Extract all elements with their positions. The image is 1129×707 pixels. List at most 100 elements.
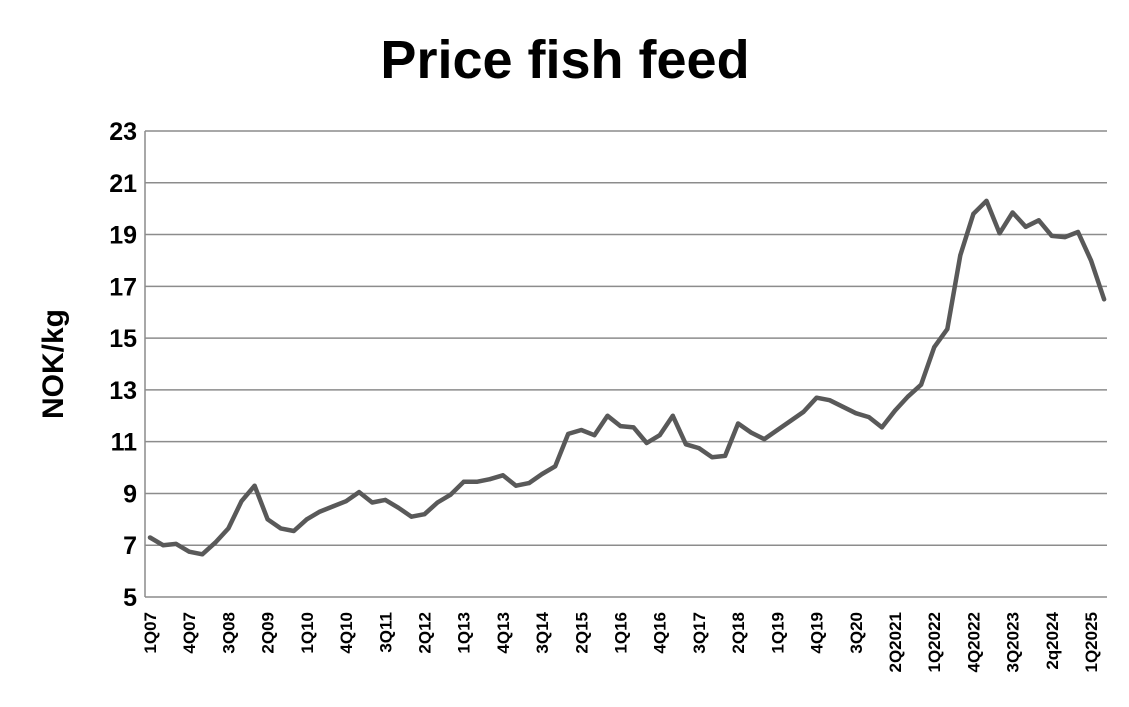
data-point bbox=[945, 327, 950, 332]
data-point bbox=[487, 477, 492, 482]
data-point bbox=[331, 504, 335, 509]
x-tick-label: 3Q08 bbox=[219, 612, 238, 654]
data-point bbox=[527, 481, 531, 486]
data-point bbox=[723, 453, 728, 458]
y-tick-label: 21 bbox=[109, 170, 137, 198]
data-point bbox=[814, 395, 819, 400]
data-point bbox=[919, 382, 924, 387]
data-point bbox=[579, 428, 584, 432]
gridlines bbox=[144, 130, 1107, 598]
x-tick-label: 4Q16 bbox=[651, 612, 670, 654]
data-point bbox=[696, 446, 701, 451]
data-point bbox=[971, 211, 976, 216]
x-tick-label: 1Q19 bbox=[768, 612, 787, 654]
data-point bbox=[1049, 233, 1054, 238]
data-point bbox=[566, 431, 571, 436]
data-point bbox=[396, 505, 401, 510]
data-point bbox=[683, 442, 688, 447]
x-tick-label: 2Q15 bbox=[572, 612, 591, 654]
y-tick-label: 7 bbox=[123, 532, 137, 560]
data-point bbox=[762, 437, 767, 442]
data-point bbox=[984, 198, 989, 203]
data-point bbox=[631, 425, 636, 430]
x-tick-label: 1Q07 bbox=[141, 612, 160, 654]
series-line-price bbox=[147, 198, 1107, 557]
y-tick-label: 9 bbox=[123, 480, 137, 508]
data-point bbox=[161, 543, 166, 548]
data-point bbox=[226, 526, 231, 531]
data-point bbox=[932, 345, 937, 350]
data-point bbox=[1076, 230, 1080, 234]
y-axis-label: NOK/kg bbox=[37, 309, 70, 419]
data-point bbox=[239, 499, 244, 504]
x-tick-label: 3Q17 bbox=[690, 612, 709, 654]
data-point bbox=[344, 499, 349, 504]
data-point bbox=[448, 492, 453, 497]
data-point bbox=[801, 409, 806, 414]
y-tick-label: 13 bbox=[109, 377, 137, 405]
y-tick-label: 17 bbox=[109, 273, 137, 301]
x-tick-label: 3Q20 bbox=[847, 612, 866, 654]
data-point bbox=[252, 483, 257, 488]
x-tick-label: 2Q18 bbox=[729, 612, 748, 654]
x-tick-label: 2Q12 bbox=[415, 612, 434, 654]
series-layer bbox=[147, 198, 1107, 557]
data-point bbox=[500, 473, 505, 478]
data-point bbox=[749, 430, 754, 435]
data-point bbox=[540, 472, 545, 476]
data-point bbox=[1023, 224, 1028, 229]
y-tick-labels: 5 7 9 11 13 15 17 19 21 23 bbox=[109, 118, 137, 612]
y-tick-label: 23 bbox=[109, 118, 137, 146]
data-point bbox=[422, 512, 427, 517]
data-point bbox=[187, 549, 192, 554]
data-point bbox=[605, 413, 610, 418]
data-point bbox=[1036, 218, 1041, 223]
data-point bbox=[893, 408, 897, 413]
data-point bbox=[775, 428, 780, 432]
data-point bbox=[1089, 258, 1093, 263]
x-tick-label: 4Q19 bbox=[808, 612, 827, 654]
x-tick-label: 3Q2023 bbox=[1004, 612, 1023, 673]
x-tick-label: 4Q13 bbox=[494, 612, 513, 654]
x-tick-label: 2Q2021 bbox=[886, 612, 905, 673]
data-point bbox=[657, 433, 662, 438]
x-tick-label: 4Q07 bbox=[180, 612, 199, 654]
data-point bbox=[357, 490, 362, 495]
data-point bbox=[200, 552, 205, 557]
x-tick-label: 2q2024 bbox=[1043, 611, 1062, 669]
data-point bbox=[644, 441, 649, 445]
data-point bbox=[592, 433, 597, 438]
data-point bbox=[553, 464, 558, 469]
data-point bbox=[1010, 210, 1015, 215]
data-point bbox=[409, 514, 414, 519]
y-tick-label: 15 bbox=[109, 325, 137, 353]
x-tick-label: 1Q2025 bbox=[1082, 612, 1101, 673]
x-tick-label: 4Q2022 bbox=[964, 612, 983, 673]
data-point bbox=[174, 541, 179, 546]
x-tick-label: 1Q13 bbox=[455, 612, 474, 654]
data-point bbox=[736, 421, 741, 426]
data-point bbox=[827, 398, 832, 403]
x-tick-labels: 1Q07 4Q07 3Q08 2Q09 1Q10 4Q10 3Q11 2Q12 1Q13 4Q13… bbox=[141, 611, 1101, 672]
data-point bbox=[618, 424, 623, 429]
data-point bbox=[435, 500, 440, 505]
data-point bbox=[906, 394, 911, 399]
data-point bbox=[148, 535, 152, 540]
data-point bbox=[370, 500, 375, 505]
data-point bbox=[474, 479, 479, 484]
y-tick-label: 5 bbox=[123, 584, 137, 612]
data-point bbox=[670, 413, 675, 418]
data-point bbox=[853, 411, 858, 416]
data-point bbox=[997, 231, 1002, 236]
data-point bbox=[317, 509, 322, 514]
x-tick-label: 3Q11 bbox=[376, 612, 395, 653]
chart-title: Price fish feed bbox=[380, 30, 749, 90]
data-point bbox=[213, 540, 218, 545]
data-point bbox=[383, 497, 388, 502]
data-point bbox=[840, 404, 845, 409]
data-point bbox=[291, 529, 296, 533]
y-tick-label: 19 bbox=[109, 222, 137, 250]
data-point bbox=[265, 517, 270, 522]
data-point bbox=[879, 425, 884, 430]
